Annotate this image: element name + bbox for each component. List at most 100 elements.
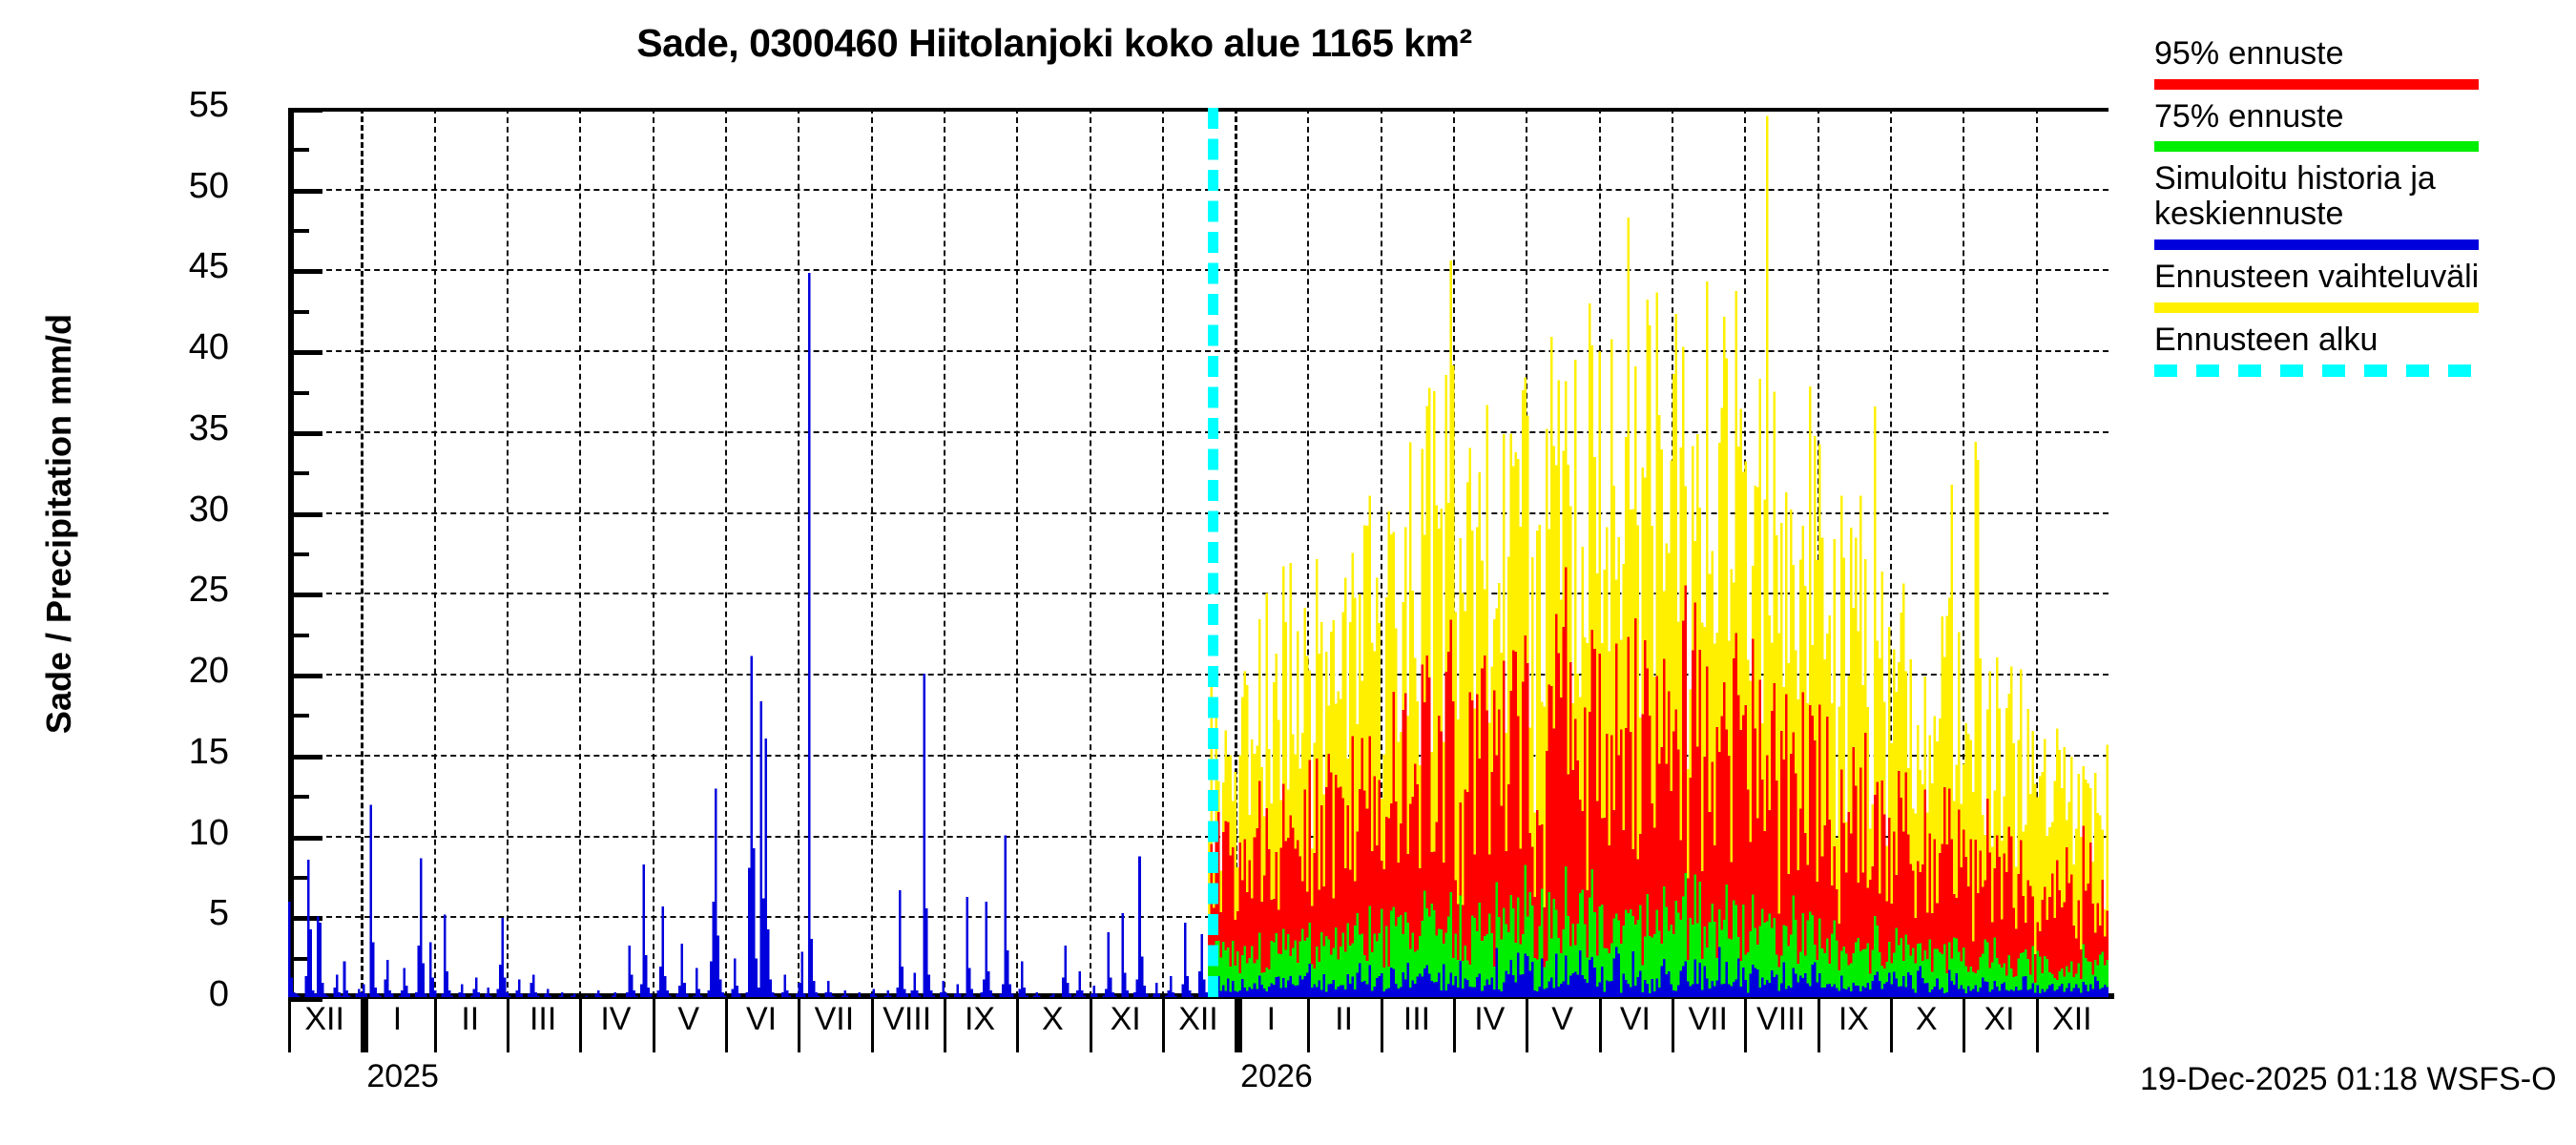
y-tick-minor [288, 552, 309, 556]
y-tick-mark [288, 511, 322, 517]
y-tick-label: 10 [188, 812, 229, 853]
gridline-vertical [361, 108, 364, 997]
gridline-vertical [1380, 108, 1382, 997]
legend-item: 75% ennuste [2154, 97, 2555, 153]
y-tick-mark [288, 188, 322, 194]
month-label: XI [1110, 1001, 1141, 1037]
forecast-p75-band [1208, 864, 2109, 997]
legend-color-swatch [2154, 141, 2479, 153]
y-tick-mark [288, 593, 322, 598]
y-tick-label: 50 [188, 165, 229, 206]
forecast-p95-band [1208, 567, 2109, 997]
y-tick-mark [288, 997, 322, 1002]
month-separator [1089, 999, 1092, 1052]
month-label: IV [600, 1001, 632, 1037]
gridline-horizontal [288, 430, 2109, 433]
month-label: I [1266, 1001, 1277, 1037]
month-label: XII [304, 1001, 344, 1037]
legend-color-swatch [2154, 78, 2479, 90]
gridline-horizontal [288, 511, 2109, 514]
legend-item: Ennusteen alku [2154, 321, 2555, 378]
gridline-vertical [1161, 108, 1164, 997]
gridline-horizontal [288, 916, 2109, 919]
month-label: VII [1688, 1001, 1729, 1037]
gridline-horizontal [288, 754, 2109, 757]
month-separator [724, 999, 728, 1052]
forecast-range-band [1208, 115, 2109, 997]
y-tick-mark [288, 350, 322, 356]
gridline-vertical [579, 108, 582, 997]
month-separator [579, 999, 583, 1052]
y-tick-label: 30 [188, 489, 229, 530]
year-label: 2026 [1240, 1058, 1313, 1094]
y-tick-minor [288, 148, 309, 153]
y-tick-mark [288, 430, 322, 436]
month-separator [1380, 999, 1383, 1052]
year-separator [361, 999, 369, 1052]
gridline-vertical [870, 108, 873, 997]
month-separator [870, 999, 874, 1052]
month-separator [433, 999, 437, 1052]
y-tick-minor [288, 714, 309, 718]
y-tick-label: 45 [188, 246, 229, 287]
legend-item-label: 95% ennuste [2154, 35, 2344, 72]
month-label: XII [1178, 1001, 1218, 1037]
month-label: X [1042, 1001, 1064, 1037]
y-tick-label: 25 [188, 570, 229, 611]
month-separator [1817, 999, 1820, 1052]
month-label: III [1402, 1001, 1431, 1037]
month-separator [943, 999, 946, 1052]
month-label: VI [746, 1001, 778, 1037]
legend-item-label: Ennusteen vaihteluväli [2154, 258, 2480, 295]
month-separator [1744, 999, 1748, 1052]
gridline-vertical [506, 108, 509, 997]
y-tick-mark [288, 108, 322, 113]
legend-color-swatch [2154, 364, 2479, 378]
gridline-vertical [1963, 108, 1965, 997]
month-separator [1672, 999, 1675, 1052]
legend-item-label: 75% ennuste [2154, 97, 2344, 135]
gridline-horizontal [288, 350, 2109, 353]
gridline-horizontal [288, 674, 2109, 677]
y-tick-label: 5 [208, 893, 229, 934]
month-label: IX [964, 1001, 996, 1037]
month-label: III [529, 1001, 557, 1037]
gridline-vertical [433, 108, 436, 997]
gridline-vertical [724, 108, 727, 997]
y-tick-label: 20 [188, 651, 229, 692]
legend-item-label: Simuloitu historia ja keskiennuste [2154, 160, 2436, 233]
legend-item-label: Ennusteen alku [2154, 321, 2379, 358]
y-tick-mark [288, 835, 322, 841]
month-label: II [461, 1001, 480, 1037]
forecast-mean-band [1208, 947, 2109, 997]
month-label: X [1915, 1001, 1938, 1037]
gridline-vertical [2035, 108, 2038, 997]
gridline-vertical [1890, 108, 1893, 997]
gridline-horizontal [288, 593, 2109, 595]
gridline-vertical [798, 108, 800, 997]
month-label: XI [1984, 1001, 2015, 1037]
y-tick-mark [288, 916, 322, 922]
month-separator [2035, 999, 2039, 1052]
y-tick-minor [288, 229, 309, 234]
y-tick-label: 15 [188, 731, 229, 772]
gridline-vertical [1235, 108, 1238, 997]
month-label: IX [1838, 1001, 1869, 1037]
y-tick-minor [288, 956, 309, 961]
x-axis-month-band: XII I II III IV V VI VII VIII IX X XI XII I II III IV V VI… [288, 999, 2109, 1094]
chart-plot-area [288, 108, 2109, 997]
y-tick-label: 0 [208, 974, 229, 1014]
legend-item: Ennusteen vaihteluväli [2154, 260, 2555, 313]
legend-item: Simuloitu historia ja keskiennuste [2154, 160, 2555, 250]
legend-color-swatch [2154, 302, 2479, 313]
month-label: VIII [883, 1001, 932, 1037]
y-tick-minor [288, 309, 309, 314]
month-label: IV [1474, 1001, 1506, 1037]
month-label: XII [2052, 1001, 2092, 1037]
y-tick-minor [288, 633, 309, 637]
month-label: II [1335, 1001, 1354, 1037]
y-tick-minor [288, 875, 309, 880]
chart-legend: 95% ennuste 75% ennuste Simuloitu historia… [2154, 36, 2555, 386]
month-label: VII [814, 1001, 855, 1037]
month-separator [652, 999, 655, 1052]
